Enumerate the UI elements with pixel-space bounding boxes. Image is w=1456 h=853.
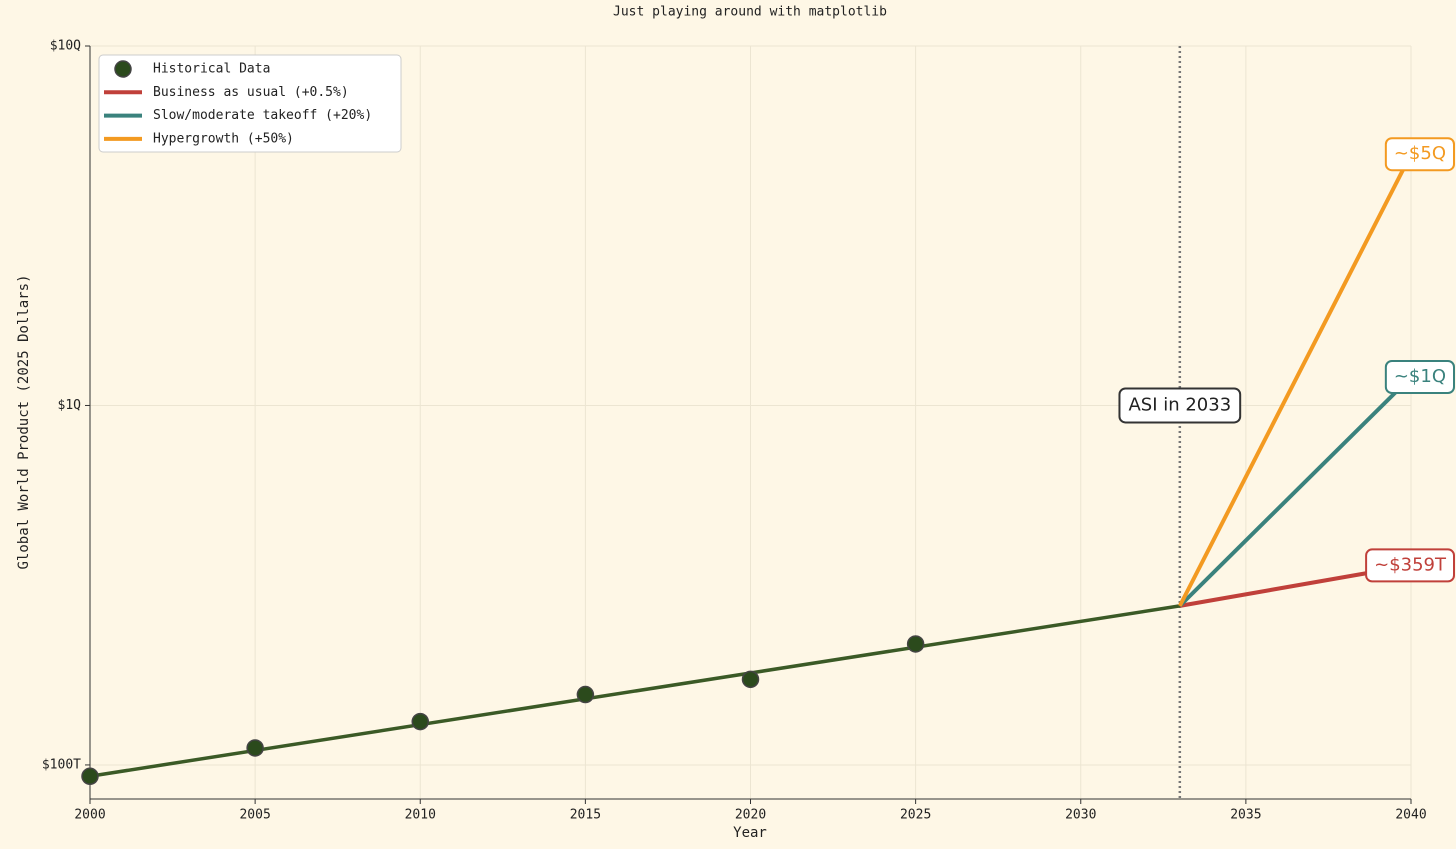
chart-title: Just playing around with matplotlib xyxy=(613,5,887,20)
x-tick-label: 2030 xyxy=(1065,808,1096,823)
legend-box xyxy=(98,54,402,153)
x-tick-label: 2025 xyxy=(900,808,931,823)
x-tick-label: 2005 xyxy=(239,808,270,823)
legend-marker xyxy=(114,60,132,78)
end-label-box xyxy=(1384,360,1455,395)
y-tick-label: $10Q xyxy=(50,39,81,54)
data-point xyxy=(246,739,264,757)
end-label-box xyxy=(1384,137,1455,172)
x-tick-label: 2040 xyxy=(1395,808,1426,823)
asi-label-text: ASI in 2033 xyxy=(1128,394,1231,415)
end-label-box xyxy=(1365,548,1455,583)
legend-label: Business as usual (+0.5%) xyxy=(153,85,349,100)
series-line xyxy=(1178,153,1413,607)
y-axis-label: Global World Product (2025 Dollars) xyxy=(16,274,32,569)
asi-label-box xyxy=(1118,387,1242,424)
x-tick-label: 2020 xyxy=(735,808,766,823)
y-tick-label: $1Q xyxy=(58,398,82,413)
legend-label: Hypergrowth (+50%) xyxy=(153,131,294,146)
data-point xyxy=(906,635,925,653)
x-axis-label: Year xyxy=(733,825,767,841)
x-tick-label: 2035 xyxy=(1230,808,1261,823)
end-label-text: ~$359T xyxy=(1374,554,1447,575)
end-label: ~$359T xyxy=(1365,548,1455,583)
data-point xyxy=(411,712,429,731)
series-line xyxy=(89,604,1181,779)
data-point xyxy=(741,670,760,689)
legend-label: Historical Data xyxy=(153,62,270,77)
data-point xyxy=(81,767,99,786)
end-label-text: ~$5Q xyxy=(1394,143,1446,164)
asi-label: ASI in 2033 xyxy=(1118,387,1242,424)
series-line xyxy=(1178,375,1413,608)
x-tick-label: 2000 xyxy=(74,808,105,823)
end-label-text: ~$1Q xyxy=(1394,366,1446,387)
x-tick-label: 2010 xyxy=(405,808,436,823)
end-label: ~$5Q xyxy=(1384,137,1455,172)
legend-label: Slow/moderate takeoff (+20%) xyxy=(153,108,372,123)
data-point xyxy=(576,685,595,704)
end-label: ~$1Q xyxy=(1384,360,1455,395)
x-tick-label: 2015 xyxy=(570,808,601,823)
y-tick-label: $100T xyxy=(42,757,81,772)
